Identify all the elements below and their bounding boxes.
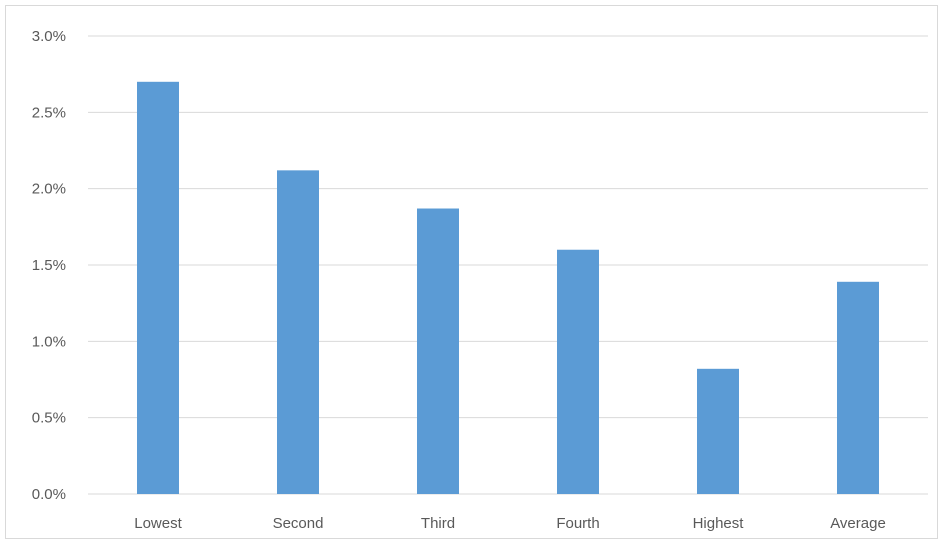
bar-highest [697,368,739,494]
x-tick-label: Fourth [556,515,599,532]
x-tick-label: Average [830,515,886,532]
bars [137,81,879,495]
y-tick-label: 1.0% [32,333,66,350]
bar-average [837,281,879,494]
x-axis-tick-labels: Lowest Second Third Fourth Highest Average [134,515,886,532]
y-tick-label: 1.5% [32,257,66,274]
x-tick-label: Second [273,515,324,532]
y-tick-label: 2.5% [32,104,66,121]
x-tick-label: Highest [693,515,745,532]
y-tick-label: 0.5% [32,410,66,427]
y-tick-label: 3.0% [32,28,66,45]
gridlines [88,35,928,495]
y-tick-label: 0.0% [32,486,66,503]
bar-third [417,208,459,494]
y-tick-label: 2.0% [32,181,66,198]
x-tick-label: Third [421,515,455,532]
bar-second [277,170,319,494]
bar-fourth [557,249,599,494]
y-axis-tick-labels: 0.0% 0.5% 1.0% 1.5% 2.0% 2.5% 3.0% [32,28,66,503]
x-tick-label: Lowest [134,515,182,532]
bar-lowest [137,81,179,495]
